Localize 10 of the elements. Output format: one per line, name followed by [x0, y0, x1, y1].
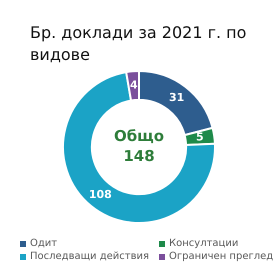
chart-title: Бр. доклади за 2021 г. по видове — [29, 22, 248, 66]
legend-label: Одит — [30, 238, 58, 249]
legend-label: Консултации — [169, 238, 238, 249]
data-label: 108 — [88, 188, 112, 201]
legend-label: Ограничен преглед — [169, 251, 274, 262]
data-label: 4 — [130, 78, 138, 92]
legend-label: Последващи действия — [30, 251, 150, 262]
data-label: 5 — [196, 130, 204, 144]
text: Общо 148 — [114, 126, 164, 165]
data-label: 31 — [168, 91, 184, 104]
